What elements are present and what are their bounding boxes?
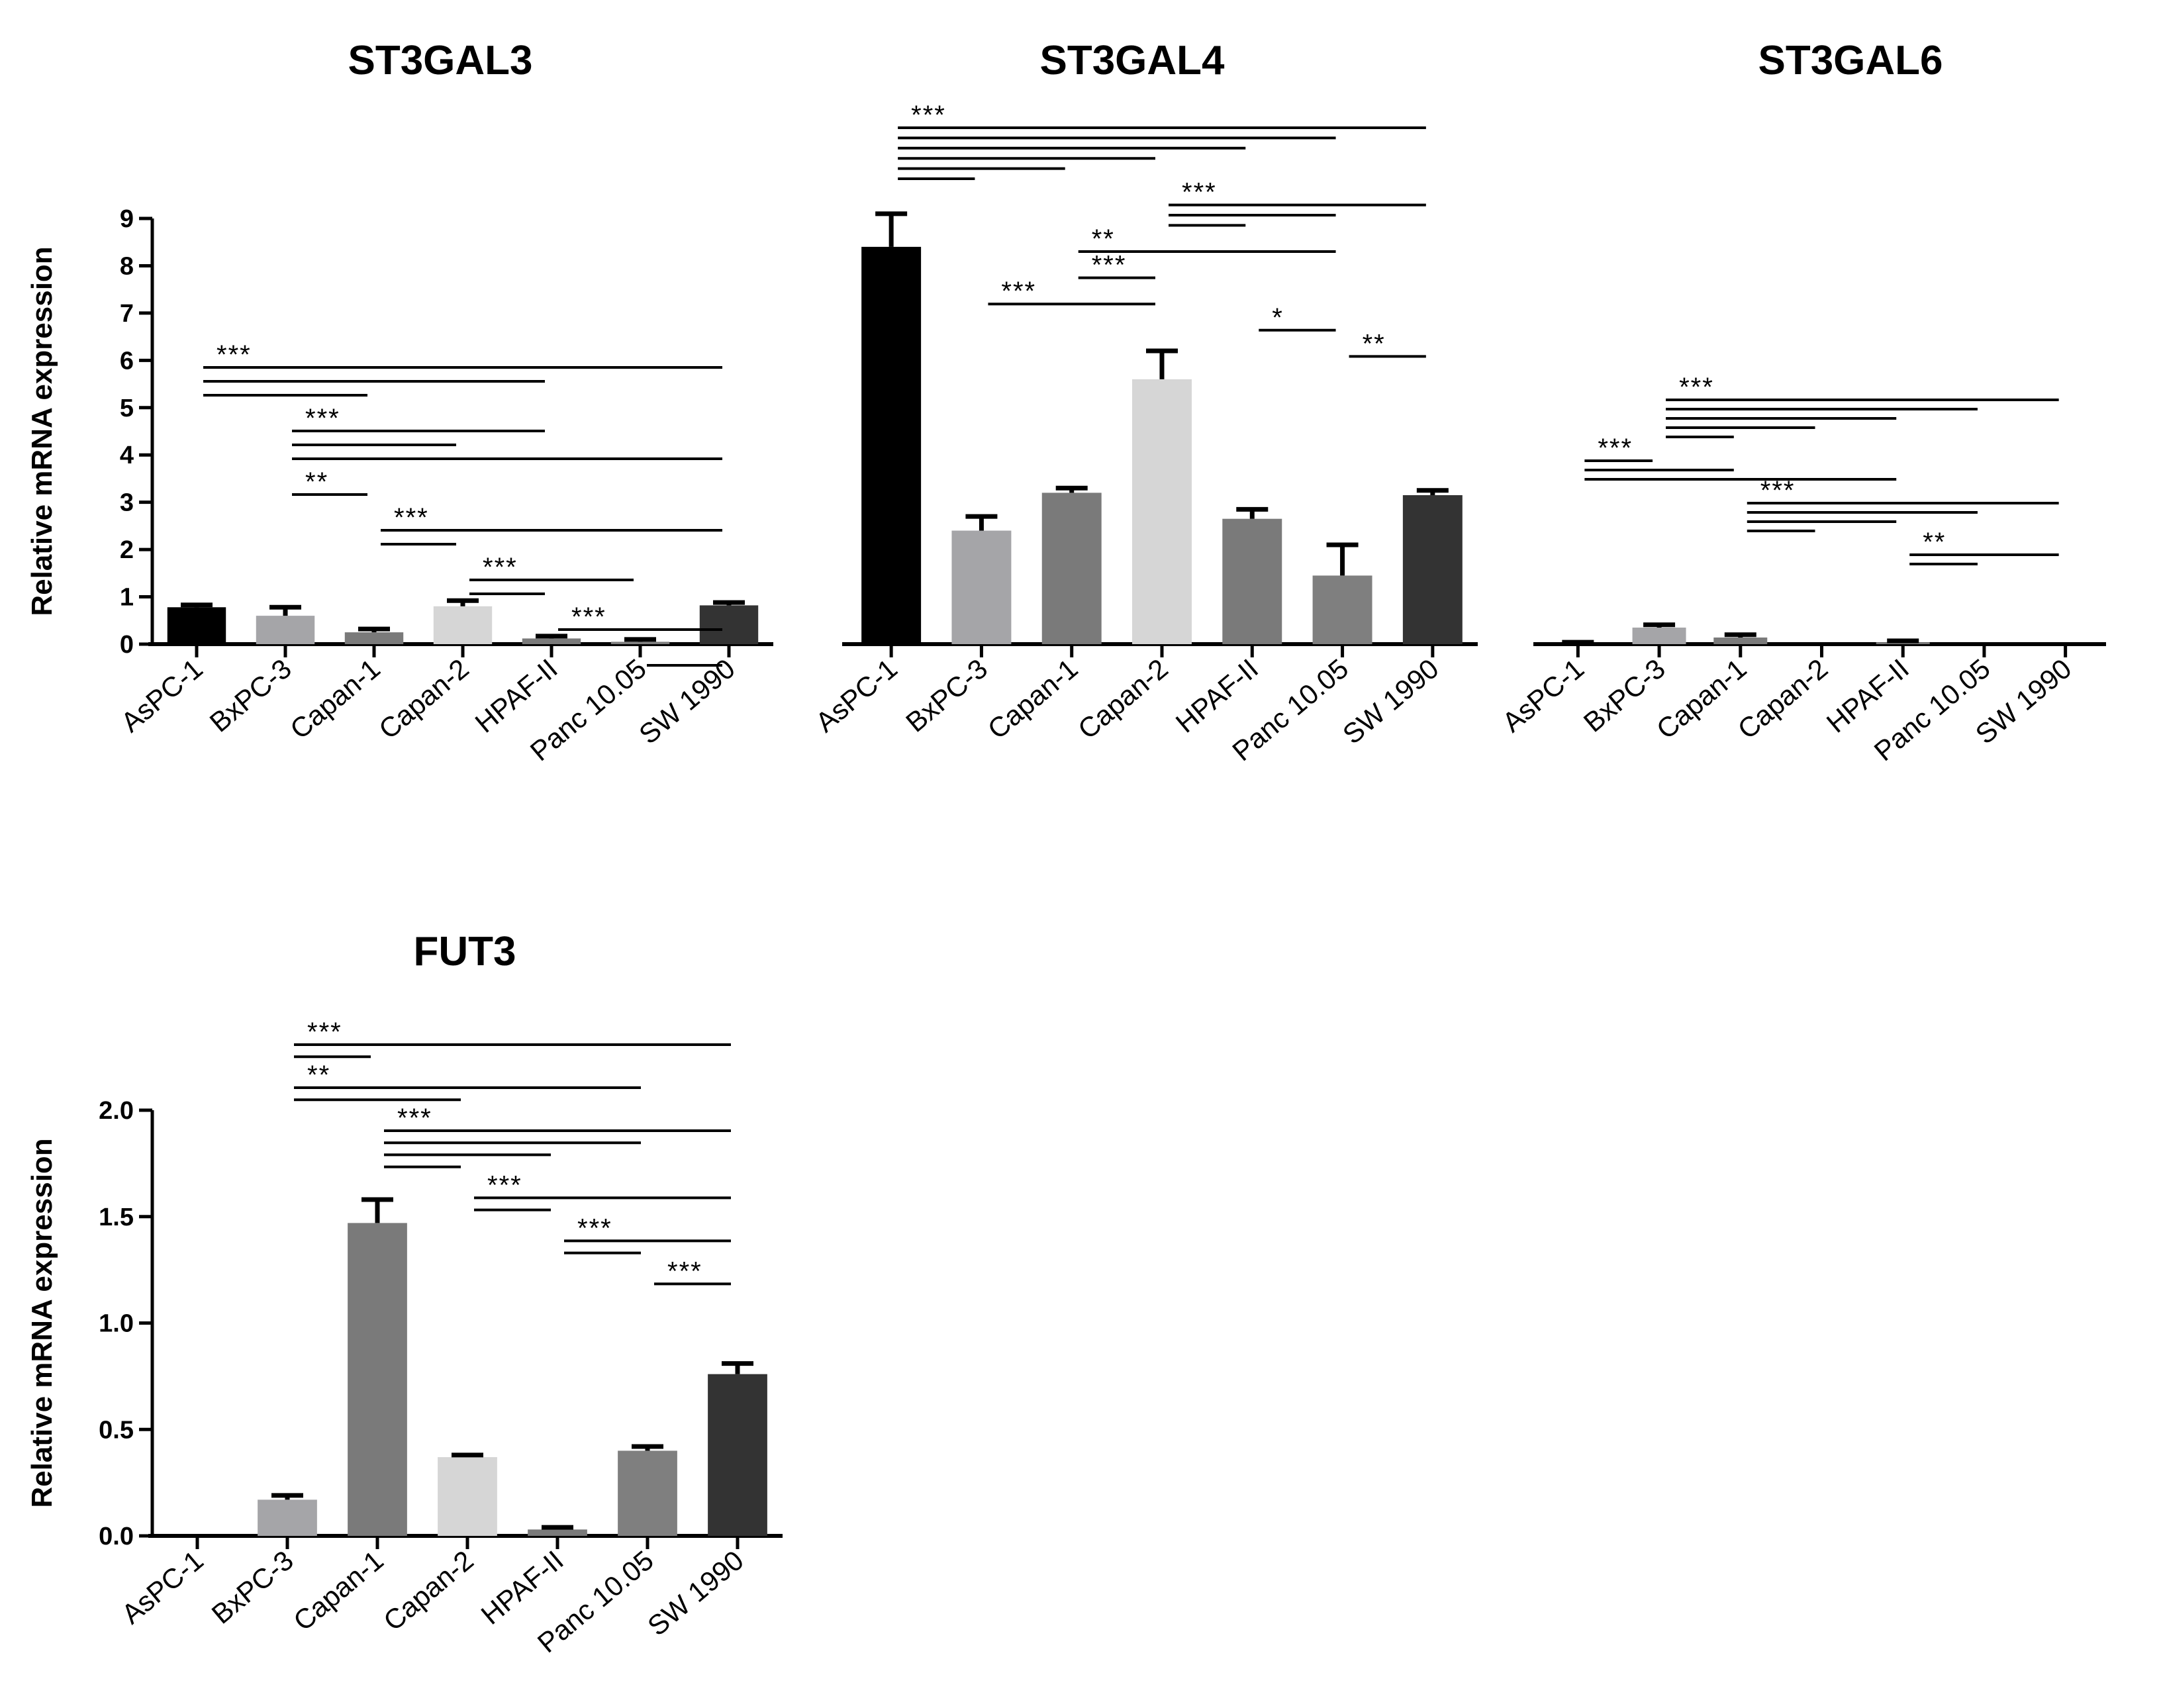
significance-label: *** <box>1092 251 1127 280</box>
bar-capan-1 <box>1713 637 1768 644</box>
bar-capan-2 <box>1132 379 1192 644</box>
x-tick-label: Capan-2 <box>377 1544 479 1637</box>
panel-st3gal3: ST3GAL3 Relative mRNA expression 0 1 2 3 4 5 6 7 8… <box>26 38 773 767</box>
bar-panc-10.05 <box>618 1450 677 1536</box>
bar-sw-1990 <box>708 1374 767 1536</box>
bar-hpaf-ii <box>1222 518 1282 644</box>
y-tick-label: 2.0 <box>99 1097 134 1125</box>
y-tick-label: 1 <box>120 584 134 612</box>
significance-label: *** <box>1760 476 1796 505</box>
significance-label: *** <box>1679 373 1714 402</box>
significance-label: ** <box>307 1061 330 1090</box>
significance-label: ** <box>1923 528 1946 557</box>
x-tick-label: SW 1990 <box>642 1544 749 1642</box>
significance-label: ** <box>1092 224 1115 254</box>
bar-hpaf-ii <box>1876 642 1930 644</box>
bar-bxpc-3 <box>951 530 1012 644</box>
bar-capan-2 <box>433 606 493 644</box>
bar-panc-10.05 <box>1312 575 1372 644</box>
x-tick-label: Capan-2 <box>1072 653 1174 745</box>
chart-title: FUT3 <box>414 929 516 974</box>
significance-label: * <box>1272 303 1284 332</box>
bar-capan-1 <box>1041 493 1102 644</box>
x-tick-label: AsPC-1 <box>115 653 209 738</box>
x-tick-label: AsPC-1 <box>116 1544 209 1630</box>
x-tick-label: Capan-1 <box>284 653 386 745</box>
significance-label: *** <box>487 1170 522 1200</box>
y-tick-label: 3 <box>120 489 134 517</box>
bar-capan-2 <box>438 1457 497 1536</box>
y-tick-label: 6 <box>120 347 134 375</box>
bar-bxpc-3 <box>1632 627 1686 644</box>
y-tick-label: 1.0 <box>99 1310 134 1338</box>
significance-label: *** <box>571 602 606 632</box>
significance-label: *** <box>911 101 946 130</box>
panel-st3gal6: ST3GAL6AsPC-1BxPC-3Capan-1Capan-2HPAF-II… <box>1496 38 2106 767</box>
bar-aspc-1 <box>167 607 226 644</box>
y-tick-label: 5 <box>120 395 134 422</box>
panel-st3gal4: ST3GAL4AsPC-1BxPC-3Capan-1Capan-2HPAF-II… <box>810 38 1478 767</box>
chart-title: ST3GAL6 <box>1758 38 1943 83</box>
chart-title: ST3GAL4 <box>1039 38 1225 83</box>
bar-aspc-1 <box>861 246 922 644</box>
y-tick-label: 2 <box>120 536 134 564</box>
significance-label: *** <box>1598 434 1633 463</box>
chart-title: ST3GAL3 <box>348 38 532 83</box>
bar-capan-1 <box>348 1223 407 1536</box>
x-tick-label: Capan-1 <box>982 653 1084 745</box>
x-tick-label: BxPC-3 <box>900 653 993 738</box>
bar-sw-1990 <box>699 605 759 644</box>
y-tick-label: 1.5 <box>99 1204 134 1231</box>
y-axis-label: Relative mRNA expression <box>26 1138 58 1507</box>
significance-label: *** <box>1001 277 1036 306</box>
y-tick-label: 7 <box>120 300 134 328</box>
x-tick-label: BxPC-3 <box>206 1544 299 1630</box>
y-tick-label: 8 <box>120 252 134 280</box>
x-tick-label: Capan-1 <box>287 1544 389 1637</box>
y-tick-label: 9 <box>120 205 134 233</box>
x-tick-label: Capan-2 <box>1732 653 1834 745</box>
significance-label: *** <box>1182 178 1217 207</box>
panel-fut3: FUT3 Relative mRNA expression 0.0 0.5 1.0 1.5… <box>26 929 783 1658</box>
x-tick-label: Capan-1 <box>1651 653 1753 745</box>
significance-label: *** <box>483 553 518 582</box>
significance-label: *** <box>667 1257 702 1286</box>
significance-label: ** <box>1363 329 1386 358</box>
y-tick-label: 4 <box>120 442 134 469</box>
significance-label: *** <box>577 1213 612 1243</box>
bar-bxpc-3 <box>256 616 315 644</box>
bar-bxpc-3 <box>258 1499 317 1536</box>
significance-label: *** <box>216 340 252 369</box>
bar-capan-1 <box>344 632 404 644</box>
x-tick-label: AsPC-1 <box>1496 653 1590 738</box>
x-tick-label: Capan-2 <box>373 653 475 745</box>
y-tick-label: 0 <box>120 631 134 659</box>
x-tick-label: AsPC-1 <box>810 653 903 738</box>
significance-label: *** <box>305 404 340 433</box>
x-tick-label: SW 1990 <box>1337 653 1445 750</box>
y-tick-label: 0.5 <box>99 1416 134 1444</box>
bar-hpaf-ii <box>522 638 581 644</box>
x-tick-label: SW 1990 <box>633 653 741 750</box>
significance-label: *** <box>307 1018 342 1047</box>
significance-label: *** <box>397 1104 432 1133</box>
bar-sw-1990 <box>1402 495 1463 644</box>
bar-hpaf-ii <box>528 1529 587 1536</box>
y-axis-label: Relative mRNA expression <box>26 246 58 616</box>
significance-label: *** <box>394 503 429 532</box>
y-tick-label: 0.0 <box>99 1523 134 1550</box>
x-tick-label: BxPC-3 <box>204 653 297 738</box>
bar-panc-10.05 <box>610 641 670 644</box>
significance-label: ** <box>305 467 328 497</box>
